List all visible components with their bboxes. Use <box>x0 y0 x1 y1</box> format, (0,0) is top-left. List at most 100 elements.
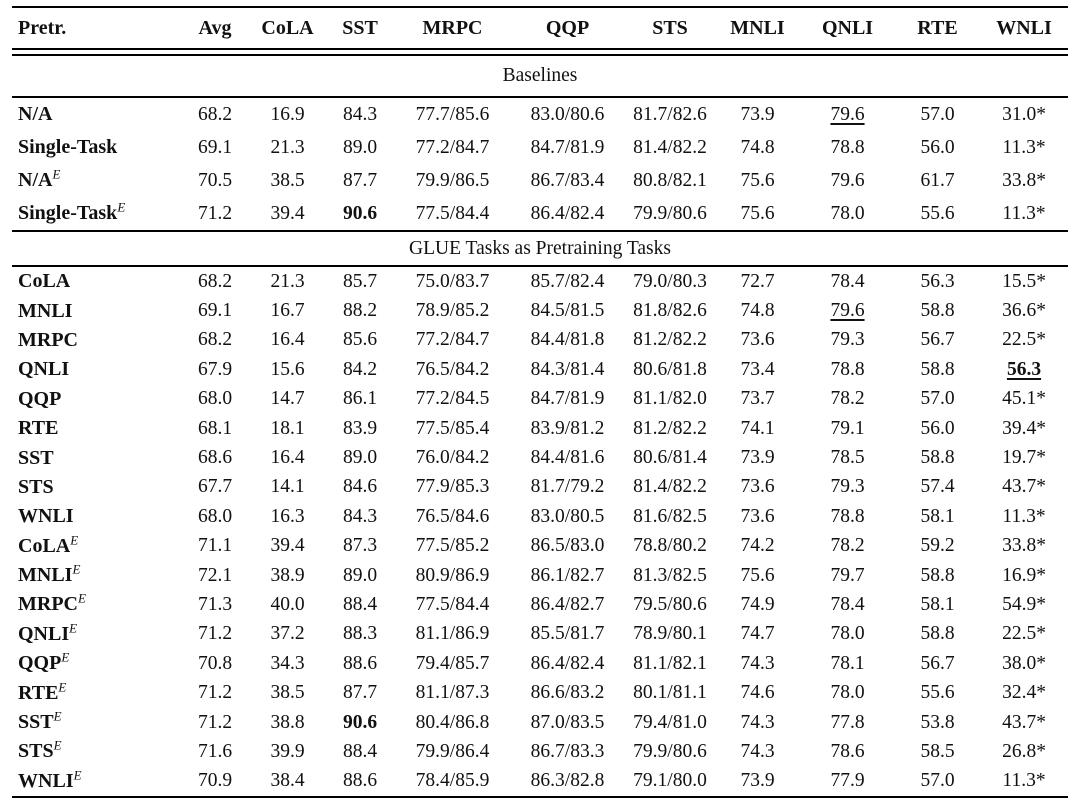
data-cell: 78.1 <box>800 649 895 678</box>
row-label-superscript: E <box>73 767 82 783</box>
table-row: CoLAE 71.1 39.4 87.3 77.5/85.2 86.5/83.0 78.8/… <box>12 532 1068 561</box>
cell-value: 76.5/84.6 <box>415 505 490 527</box>
cell-value: 77.2/84.7 <box>415 329 490 351</box>
cell-value: 77.5/85.2 <box>415 535 490 557</box>
cell-value: 84.2 <box>342 358 378 380</box>
table-row: QQPE 70.8 34.3 88.6 79.4/85.7 86.4/82.4 81.1/8… <box>12 649 1068 678</box>
row-label-superscript: E <box>53 737 62 753</box>
cell-value: 36.6* <box>1002 300 1046 322</box>
cell-value: 80.1/81.1 <box>633 682 707 704</box>
cell-value: 78.9/80.1 <box>633 623 707 645</box>
data-cell: 77.5/84.4 <box>395 590 510 619</box>
data-cell: 81.2/82.2 <box>625 326 715 355</box>
cell-value: 57.0 <box>920 103 955 125</box>
cell-value: 80.8/82.1 <box>633 169 707 191</box>
data-cell: 61.7 <box>895 164 980 197</box>
data-cell: 21.3 <box>250 131 325 164</box>
row-label-text: N/A <box>18 169 53 191</box>
data-cell: 39.4 <box>250 532 325 561</box>
cell-value: 84.3 <box>342 505 378 527</box>
data-cell: 16.9* <box>980 561 1068 590</box>
cell-value: 53.8 <box>920 711 955 733</box>
data-cell: 78.8 <box>800 131 895 164</box>
cell-value: 38.9 <box>270 564 305 586</box>
cell-value: 33.8* <box>1002 169 1046 191</box>
data-cell: 56.3 <box>980 355 1068 384</box>
data-cell: 78.8 <box>800 355 895 384</box>
data-cell: 16.4 <box>250 326 325 355</box>
data-cell: 37.2 <box>250 620 325 649</box>
cell-value: 87.3 <box>342 535 378 557</box>
cell-value: 15.6 <box>270 358 305 380</box>
cell-value: 39.4 <box>270 535 305 557</box>
data-cell: 21.3 <box>250 267 325 296</box>
cell-value: 16.4 <box>270 447 305 469</box>
cell-value: 81.3/82.5 <box>633 564 707 586</box>
data-cell: 73.7 <box>715 385 800 414</box>
row-label-text: WNLI <box>18 769 74 792</box>
double-rule <box>12 48 1068 56</box>
data-cell: 74.1 <box>715 414 800 443</box>
data-cell: 57.0 <box>895 98 980 131</box>
row-label: MRPC <box>12 326 180 355</box>
cell-value: 86.4/82.7 <box>530 593 605 615</box>
row-label: Single-Task <box>12 131 180 164</box>
cell-value: 84.4/81.8 <box>530 329 605 351</box>
cell-value: 56.7 <box>920 329 955 351</box>
row-label: MNLIE <box>12 561 180 590</box>
cell-value: 18.1 <box>270 417 305 439</box>
data-cell: 43.7* <box>980 473 1068 502</box>
cell-value: 77.8 <box>830 711 865 733</box>
data-cell: 80.6/81.4 <box>625 443 715 472</box>
cell-value: 84.4/81.6 <box>530 447 605 469</box>
cell-value: 83.9/81.2 <box>530 417 605 439</box>
cell-value: 86.6/83.2 <box>530 682 605 704</box>
cell-value: 71.2 <box>197 202 233 224</box>
cell-value: 86.4/82.4 <box>530 202 605 224</box>
cell-value: 21.3 <box>270 270 305 292</box>
data-cell: 75.0/83.7 <box>395 267 510 296</box>
row-label: CoLA <box>12 267 180 296</box>
data-cell: 80.4/86.8 <box>395 708 510 737</box>
data-cell: 71.2 <box>180 678 250 707</box>
row-label-superscript: E <box>52 166 61 182</box>
data-cell: 40.0 <box>250 590 325 619</box>
cell-value: 87.7 <box>342 169 378 191</box>
data-cell: 39.4* <box>980 414 1068 443</box>
cell-value: 89.0 <box>342 564 378 586</box>
data-cell: 75.6 <box>715 164 800 197</box>
cell-value: 89.0 <box>342 447 378 469</box>
data-cell: 11.3* <box>980 131 1068 164</box>
cell-value: 78.0 <box>830 682 865 704</box>
cell-value: 77.5/85.4 <box>415 417 490 439</box>
data-cell: 90.6 <box>325 197 395 231</box>
column-header-wnli: WNLI <box>996 16 1052 39</box>
cell-value: 74.1 <box>740 417 775 439</box>
table-row: RTEE 71.2 38.5 87.7 81.1/87.3 86.6/83.2 80.1/8… <box>12 678 1068 707</box>
cell-value: 79.9/80.6 <box>633 740 707 762</box>
header-row: Pretr. Avg CoLA SST MRPC QQP STS MNLI QNLI RTE WNL… <box>12 7 1068 49</box>
data-cell: 85.7 <box>325 267 395 296</box>
cell-value: 78.4 <box>830 593 865 615</box>
data-cell: 54.9* <box>980 590 1068 619</box>
cell-value: 78.0 <box>830 623 865 645</box>
cell-value: 58.8 <box>920 300 955 322</box>
data-cell: 83.0/80.5 <box>510 502 625 531</box>
row-label-text: WNLI <box>18 505 74 528</box>
cell-value: 77.2/84.7 <box>415 136 490 158</box>
data-cell: 81.1/82.1 <box>625 649 715 678</box>
column-header-pretr-: Pretr. <box>18 16 67 39</box>
data-cell: 26.8* <box>980 737 1068 766</box>
cell-value: 58.5 <box>920 740 955 762</box>
cell-value: 80.6/81.8 <box>633 358 707 380</box>
column-header-qqp: QQP <box>545 16 590 39</box>
cell-value: 84.7/81.9 <box>530 388 605 410</box>
cell-value: 81.6/82.5 <box>633 505 707 527</box>
data-cell: 78.5 <box>800 443 895 472</box>
data-cell: 79.4/85.7 <box>395 649 510 678</box>
data-cell: 81.7/79.2 <box>510 473 625 502</box>
cell-value: 81.2/82.2 <box>633 417 707 439</box>
data-cell: 83.9/81.2 <box>510 414 625 443</box>
data-cell: 70.8 <box>180 649 250 678</box>
cell-value: 56.7 <box>920 652 955 674</box>
